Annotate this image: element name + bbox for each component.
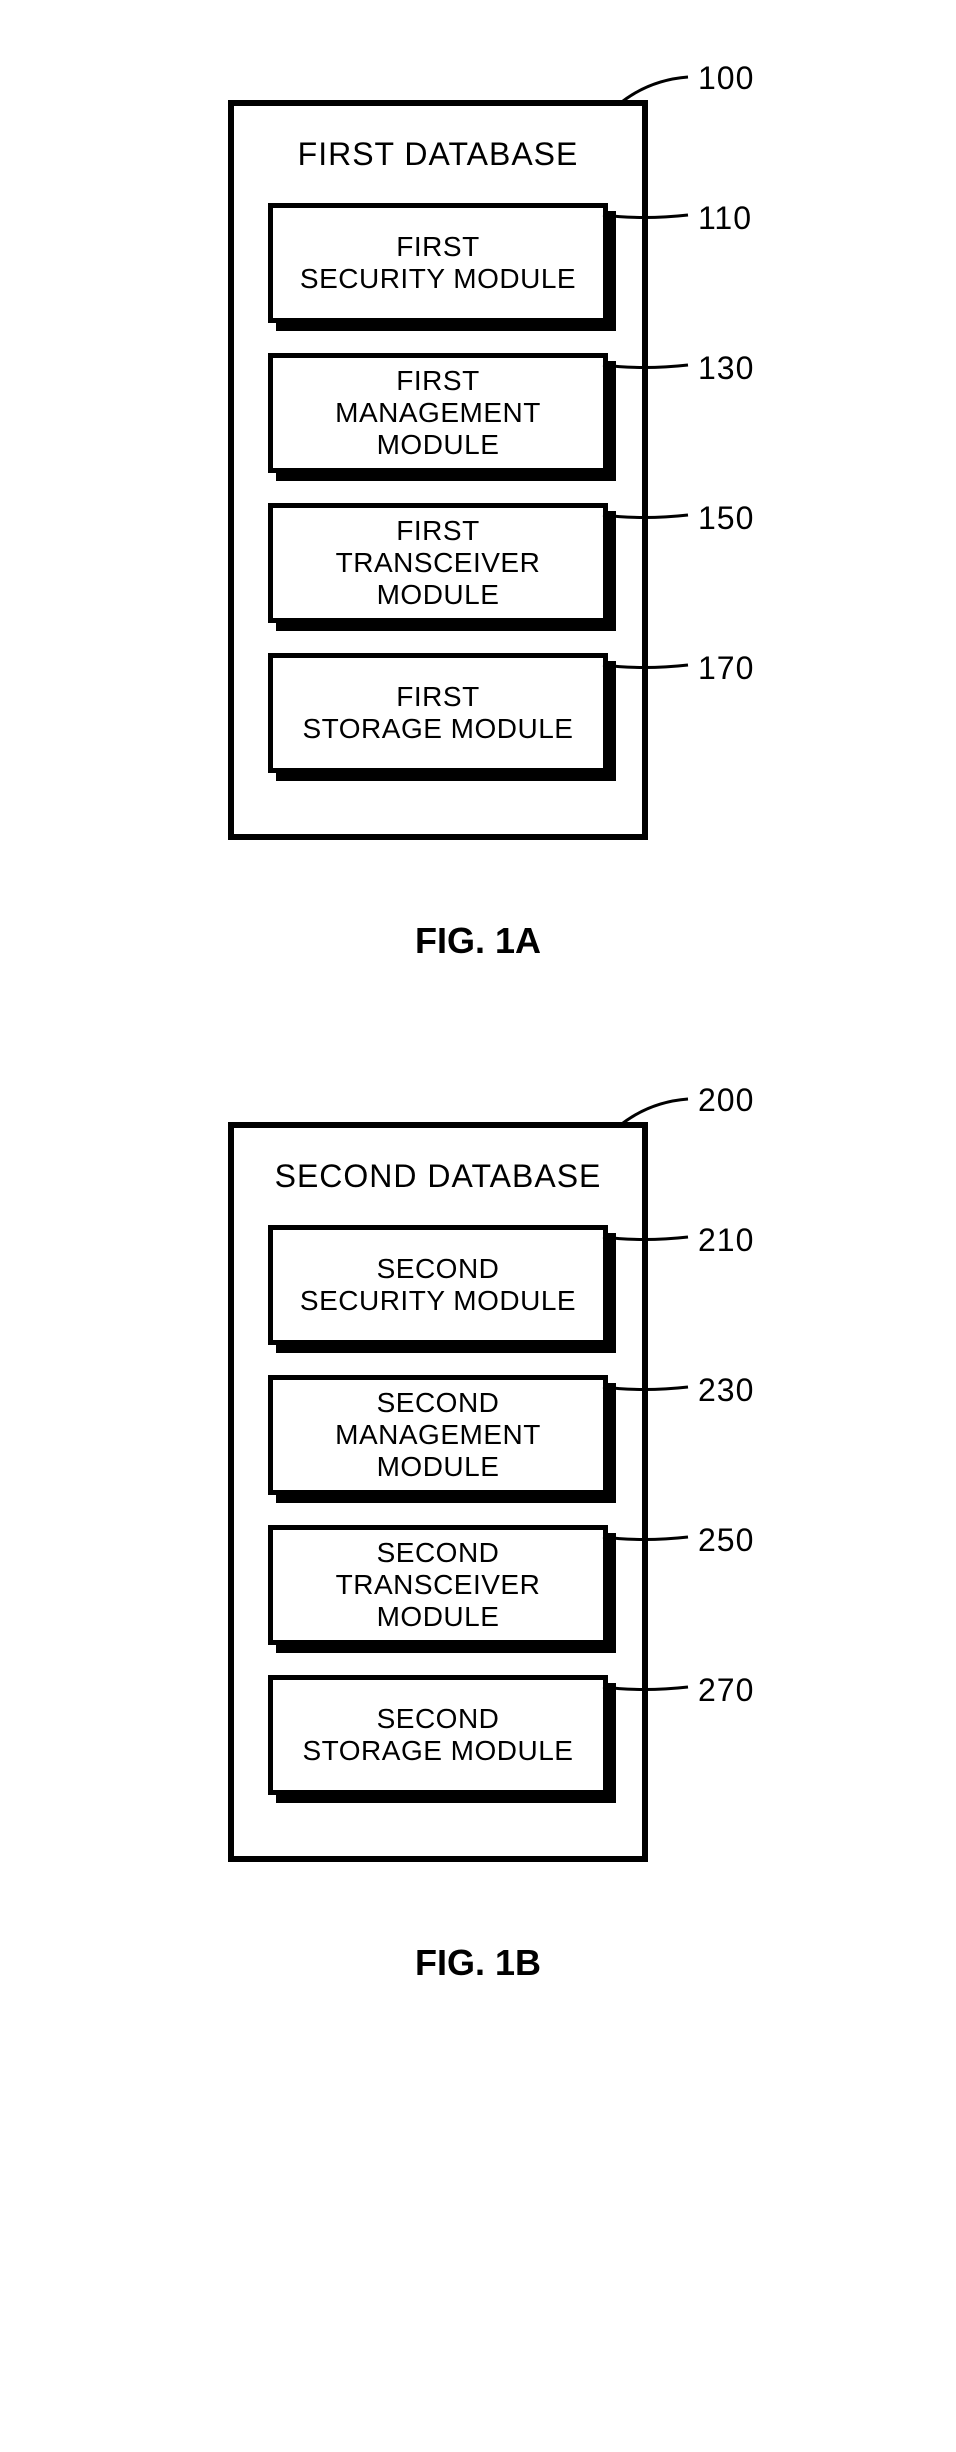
second-management-module-box: SECOND MANAGEMENT MODULE: [268, 1375, 608, 1495]
first-storage-module-box: FIRST STORAGE MODULE: [268, 653, 608, 773]
figure-1b: SECOND DATABASE SECOND SECURITY MODULE S…: [0, 1082, 956, 1984]
ref-150: 150: [698, 500, 754, 537]
module-line1: FIRST: [396, 515, 479, 547]
module-front: FIRST TRANSCEIVER MODULE: [268, 503, 608, 623]
module-line2: TRANSCEIVER MODULE: [281, 547, 595, 611]
ref-110: 110: [698, 200, 752, 237]
first-transceiver-module-box: FIRST TRANSCEIVER MODULE: [268, 503, 608, 623]
second-security-module-box: SECOND SECURITY MODULE: [268, 1225, 608, 1345]
module-line1: SECOND: [377, 1537, 500, 1569]
module-line1: SECOND: [377, 1703, 500, 1735]
second-database-title: SECOND DATABASE: [275, 1158, 602, 1195]
first-database-box: FIRST DATABASE FIRST SECURITY MODULE FIR…: [228, 100, 648, 840]
module-line2: SECURITY MODULE: [300, 1285, 576, 1317]
figure-1b-caption: FIG. 1B: [415, 1942, 541, 1984]
figure-1a-caption: FIG. 1A: [415, 920, 541, 962]
ref-250: 250: [698, 1522, 754, 1559]
module-front: FIRST SECURITY MODULE: [268, 203, 608, 323]
module-front: FIRST MANAGEMENT MODULE: [268, 353, 608, 473]
module-line2: MANAGEMENT MODULE: [281, 397, 595, 461]
ref-100: 100: [698, 60, 754, 97]
module-line2: TRANSCEIVER MODULE: [281, 1569, 595, 1633]
first-security-module-box: FIRST SECURITY MODULE: [268, 203, 608, 323]
module-line1: FIRST: [396, 681, 479, 713]
second-database-box: SECOND DATABASE SECOND SECURITY MODULE S…: [228, 1122, 648, 1862]
module-front: SECOND SECURITY MODULE: [268, 1225, 608, 1345]
module-line1: FIRST: [396, 231, 479, 263]
first-management-module-box: FIRST MANAGEMENT MODULE: [268, 353, 608, 473]
module-line2: SECURITY MODULE: [300, 263, 576, 295]
ref-270: 270: [698, 1672, 754, 1709]
second-transceiver-module-box: SECOND TRANSCEIVER MODULE: [268, 1525, 608, 1645]
ref-200: 200: [698, 1082, 754, 1119]
ref-230: 230: [698, 1372, 754, 1409]
ref-210: 210: [698, 1222, 754, 1259]
module-front: SECOND MANAGEMENT MODULE: [268, 1375, 608, 1495]
ref-170: 170: [698, 650, 754, 687]
module-line1: SECOND: [377, 1253, 500, 1285]
module-front: FIRST STORAGE MODULE: [268, 653, 608, 773]
ref-130: 130: [698, 350, 754, 387]
second-storage-module-box: SECOND STORAGE MODULE: [268, 1675, 608, 1795]
figure-1b-diagram: SECOND DATABASE SECOND SECURITY MODULE S…: [128, 1082, 828, 1902]
figure-1a-diagram: FIRST DATABASE FIRST SECURITY MODULE FIR…: [128, 60, 828, 880]
module-line1: FIRST: [396, 365, 479, 397]
module-line1: SECOND: [377, 1387, 500, 1419]
module-line2: STORAGE MODULE: [303, 713, 574, 745]
figure-1a: FIRST DATABASE FIRST SECURITY MODULE FIR…: [0, 60, 956, 962]
module-front: SECOND STORAGE MODULE: [268, 1675, 608, 1795]
module-line2: STORAGE MODULE: [303, 1735, 574, 1767]
module-line2: MANAGEMENT MODULE: [281, 1419, 595, 1483]
module-front: SECOND TRANSCEIVER MODULE: [268, 1525, 608, 1645]
first-database-title: FIRST DATABASE: [298, 136, 579, 173]
